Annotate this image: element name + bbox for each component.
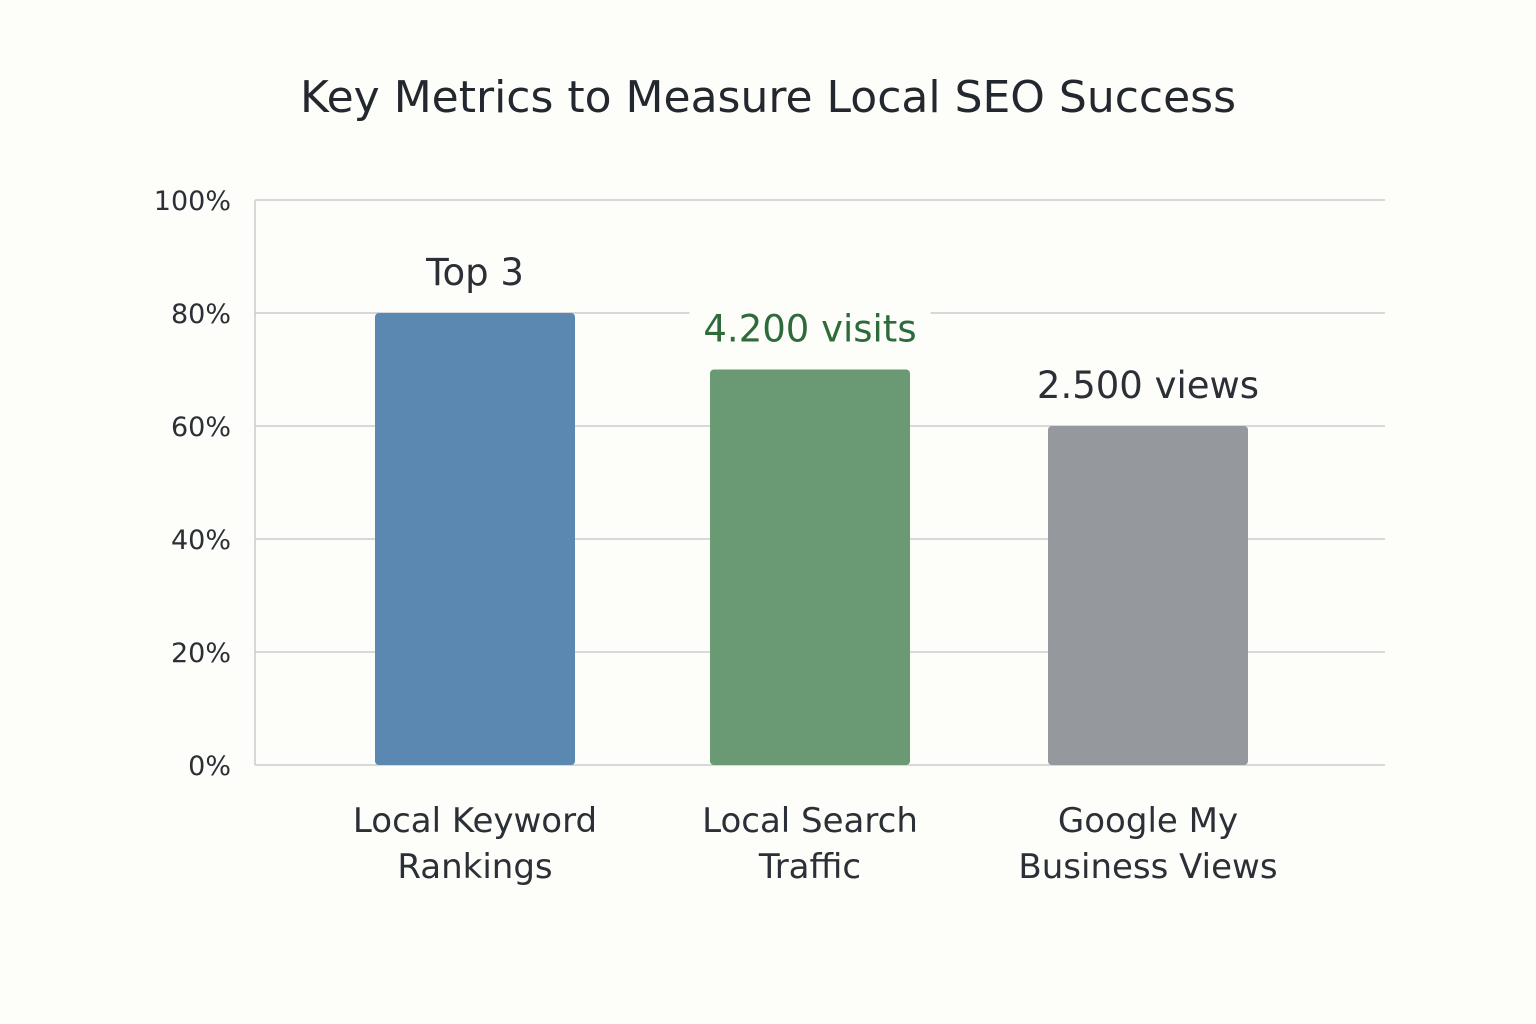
data-labels: Top 3 4.200 visits 2.500 views	[411, 247, 1274, 411]
data-label-background	[1022, 360, 1274, 411]
bar	[1048, 426, 1248, 765]
data-label: 4.200 visits	[703, 308, 916, 351]
chart-title: Key Metrics to Measure Local SEO Success	[300, 72, 1236, 123]
y-tick-label: 0%	[188, 751, 231, 782]
y-tick-label: 100%	[154, 186, 231, 217]
x-category-label: Google My Business Views	[1018, 801, 1277, 887]
x-category-label-line: Business Views	[1018, 847, 1277, 887]
x-category-label-line: Google My	[1058, 801, 1238, 841]
x-category-label-line: Local Search	[702, 801, 918, 841]
x-axis-categories: Local Keyword Rankings Local Search Traffic…	[353, 801, 1278, 887]
data-label-background	[689, 303, 931, 355]
y-axis-ticks: 0% 20% 40% 60% 80% 100%	[154, 186, 231, 782]
y-tick-label: 40%	[171, 525, 231, 556]
data-label: 2.500 views	[1037, 364, 1259, 407]
bar	[710, 369, 910, 765]
data-label-background	[411, 247, 538, 298]
bars	[375, 313, 1248, 765]
x-category-label-line: Rankings	[397, 847, 552, 887]
x-category-label-line: Traffic	[758, 847, 861, 887]
x-category-label: Local Search Traffic	[702, 801, 918, 887]
x-category-label: Local Keyword Rankings	[353, 801, 597, 887]
x-category-label-line: Local Keyword	[353, 801, 597, 841]
y-tick-label: 60%	[171, 412, 231, 443]
y-tick-label: 80%	[171, 299, 231, 330]
bar	[375, 313, 575, 765]
data-label: Top 3	[425, 251, 524, 294]
y-tick-label: 20%	[171, 638, 231, 669]
